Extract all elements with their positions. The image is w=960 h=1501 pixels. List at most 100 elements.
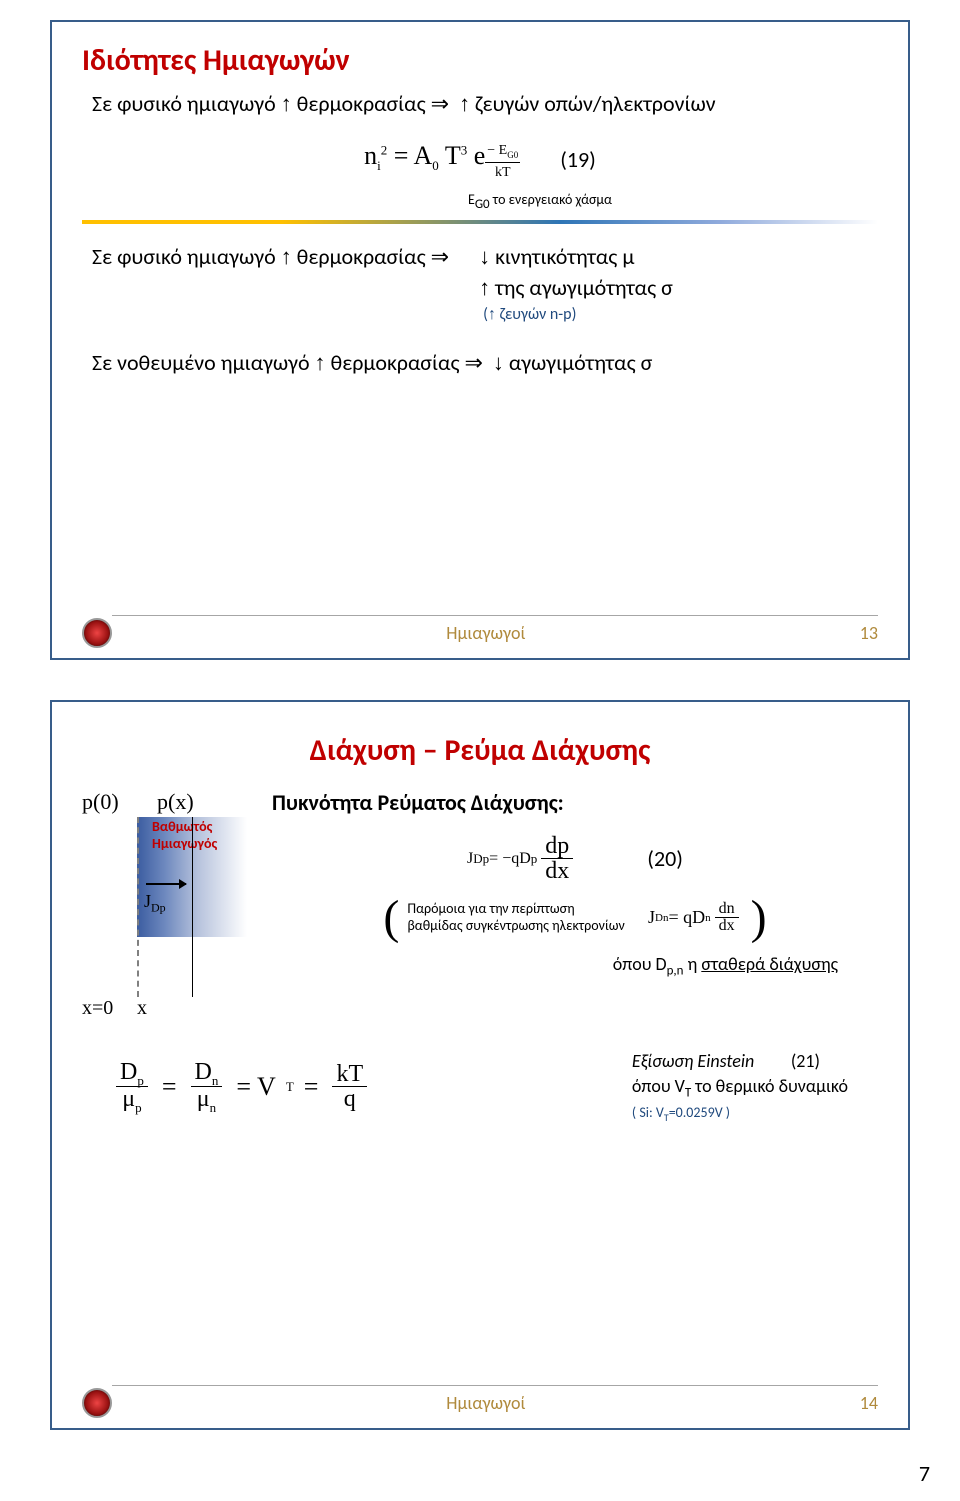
logo-icon (82, 618, 112, 648)
page-number: 7 (919, 1460, 930, 1487)
einstein-equation: Dp μp = Dn μn = VT = kT q (112, 1060, 371, 1115)
l1c: ζευγών οπών/ηλεκτρονίων (475, 90, 716, 117)
eq20-dx: dx (541, 859, 573, 883)
eq19-exp: − E (487, 143, 507, 158)
eg0-a: E (468, 191, 475, 208)
line-1: Σε φυσικό ημιαγωγό ↑ θερμοκρασίας ⇒ ↑ ζε… (92, 89, 868, 120)
arrow-up-icon: ↑ (479, 275, 490, 300)
electron-equation-row: ( Παρόμοια για την περίπτωση βαθμίδας συ… (272, 901, 878, 935)
l1b: θερμοκρασίας (297, 90, 431, 117)
eq20-p: p (531, 851, 538, 867)
l3b: θερμοκρασίας (331, 349, 465, 376)
bath1: Βαθμωτός (152, 819, 217, 836)
ein-where-a: όπου V (632, 1075, 685, 1097)
ein-Dn-sub: n (212, 1072, 219, 1087)
ein-mup-sub: p (135, 1100, 142, 1115)
footer-divider (112, 1385, 878, 1386)
ein-Dp: D (120, 1059, 137, 1085)
l3c: αγωγιμότητας σ (509, 349, 652, 376)
footer-divider (112, 615, 878, 616)
ein-mun: μ (197, 1086, 210, 1112)
slide-14-title: Διάχυση – Ρεύμα Διάχυσης (52, 702, 908, 789)
where-note: όπου Dp,n η σταθερά διάχυσης (272, 953, 878, 979)
footer-pagenum: 13 (860, 622, 878, 644)
eqDn-Jsub: Dn (655, 912, 668, 924)
ein-VT: = V (236, 1072, 275, 1102)
l2a: Σε φυσικό ημιαγωγό (92, 243, 281, 270)
x-label: x (137, 997, 147, 1020)
jdp-J: J (144, 891, 151, 911)
slide-13-title: Ιδιότητες Ημιαγωγών (52, 22, 908, 89)
eq19-number: (19) (560, 145, 596, 176)
arrow-up-icon: ↑ (281, 91, 292, 116)
slide-14: Διάχυση – Ρεύμα Διάχυσης p(0) p(x) Βαθμω… (50, 700, 910, 1430)
footer-label: Ημιαγωγοί (112, 622, 860, 644)
eq19-2: 2 (381, 142, 388, 157)
line-3: Σε νοθευμένο ημιαγωγό ↑ θερμοκρασίας ⇒ ↓… (92, 348, 868, 379)
eq19-A0: 0 (432, 158, 439, 173)
ein-Dn: D (195, 1059, 212, 1085)
eqDn-Dsub: n (705, 912, 711, 924)
x0-label: x=0 (82, 997, 113, 1020)
enote1: Παρόμοια για την περίπτωση (407, 901, 624, 918)
where-d: σταθερά διάχυσης (701, 953, 838, 975)
p0-label: p(0) (82, 789, 119, 815)
einstein-row: Dp μp = Dn μn = VT = kT q Εξίσωση Einste… (52, 1019, 908, 1125)
eg0-b: G0 (475, 197, 490, 212)
slide-13-footer: Ημιαγωγοί 13 (52, 618, 908, 648)
logo-icon (82, 1388, 112, 1418)
eq20-eq: = −qD (489, 850, 531, 868)
eq19-T3: 3 (461, 142, 468, 157)
ein-VT-sub: T (286, 1079, 294, 1095)
eg0-c: το ενεργειακό χάσμα (490, 191, 612, 208)
electron-note: Παρόμοια για την περίπτωση βαθμίδας συγκ… (407, 901, 624, 935)
l2d: της αγωγιμότητας σ (495, 274, 673, 301)
where-b: p,n (667, 963, 684, 978)
equation-20: JDp = −qDp dp dx (20) (272, 834, 878, 883)
implies-icon: ⇒ (431, 91, 449, 116)
eq20-dp: dp (541, 834, 573, 859)
eg0-note: EG0 το ενεργειακό χάσμα (212, 190, 868, 214)
ein-Dp-sub: p (137, 1072, 144, 1087)
l2c: κινητικότητας μ (495, 243, 634, 270)
ein-q: q (340, 1087, 360, 1111)
eq20-number: (20) (647, 845, 683, 872)
diffusion-graphic: p(0) p(x) Βαθμωτός Ημιαγωγός JDp x=0 x (82, 789, 252, 1019)
eqDn-eq: = qD (668, 907, 705, 928)
einstein-labels: Εξίσωση Einstein (21) όπου VT το θερμικό… (632, 1049, 848, 1125)
l2e: ζευγών n-p) (496, 305, 576, 324)
bath2: Ημιαγωγός (152, 836, 217, 853)
density-heading: Πυκνότητα Ρεύματος Διάχυσης: (272, 789, 878, 816)
ein-mup: μ (122, 1086, 135, 1112)
slide-14-right: Πυκνότητα Ρεύματος Διάχυσης: JDp = −qDp … (252, 789, 878, 978)
si-note-a: ( Si: V (632, 1104, 664, 1121)
eqDn-J: J (648, 907, 655, 928)
ein-where-b: το θερμικό δυναμικό (691, 1075, 848, 1097)
l2b: θερμοκρασίας (297, 243, 431, 270)
arrow-up-icon: ↑ (315, 350, 326, 375)
implies-icon: ⇒ (431, 244, 449, 269)
jdp-label: JDp (144, 891, 166, 916)
slide-13-body2: Σε φυσικό ημιαγωγό ↑ θερμοκρασίας ⇒ ↓ κι… (52, 242, 908, 379)
dashed-line-left (137, 817, 139, 997)
slide-13-body: Σε φυσικό ημιαγωγό ↑ θερμοκρασίας ⇒ ↑ ζε… (52, 89, 908, 214)
footer-pagenum: 14 (860, 1392, 878, 1414)
eq19-e: e (474, 141, 486, 170)
arrow-up-icon: ↑ (459, 91, 470, 116)
ein-kT: kT (332, 1062, 367, 1087)
arrow-up-icon: ↑ (281, 244, 292, 269)
eq20-Dp: Dp (473, 851, 489, 867)
jdp-sub: Dp (151, 901, 166, 915)
eqDn-dn: dn (715, 901, 739, 918)
eq19-exp-sub: G0 (507, 150, 518, 160)
footer-label: Ημιαγωγοί (112, 1392, 860, 1414)
eq19-n: n (364, 141, 377, 170)
slide-13: Ιδιότητες Ημιαγωγών Σε φυσικό ημιαγωγό ↑… (50, 20, 910, 660)
eq19-kt: kT (495, 163, 511, 183)
arrow-down-icon: ↓ (493, 350, 504, 375)
eqDn-dx: dx (715, 918, 739, 934)
eq19-T: T (445, 141, 461, 170)
gradient-divider (82, 220, 878, 224)
eq21-number: (21) (791, 1050, 820, 1072)
bathmotos-label: Βαθμωτός Ημιαγωγός (152, 819, 217, 853)
